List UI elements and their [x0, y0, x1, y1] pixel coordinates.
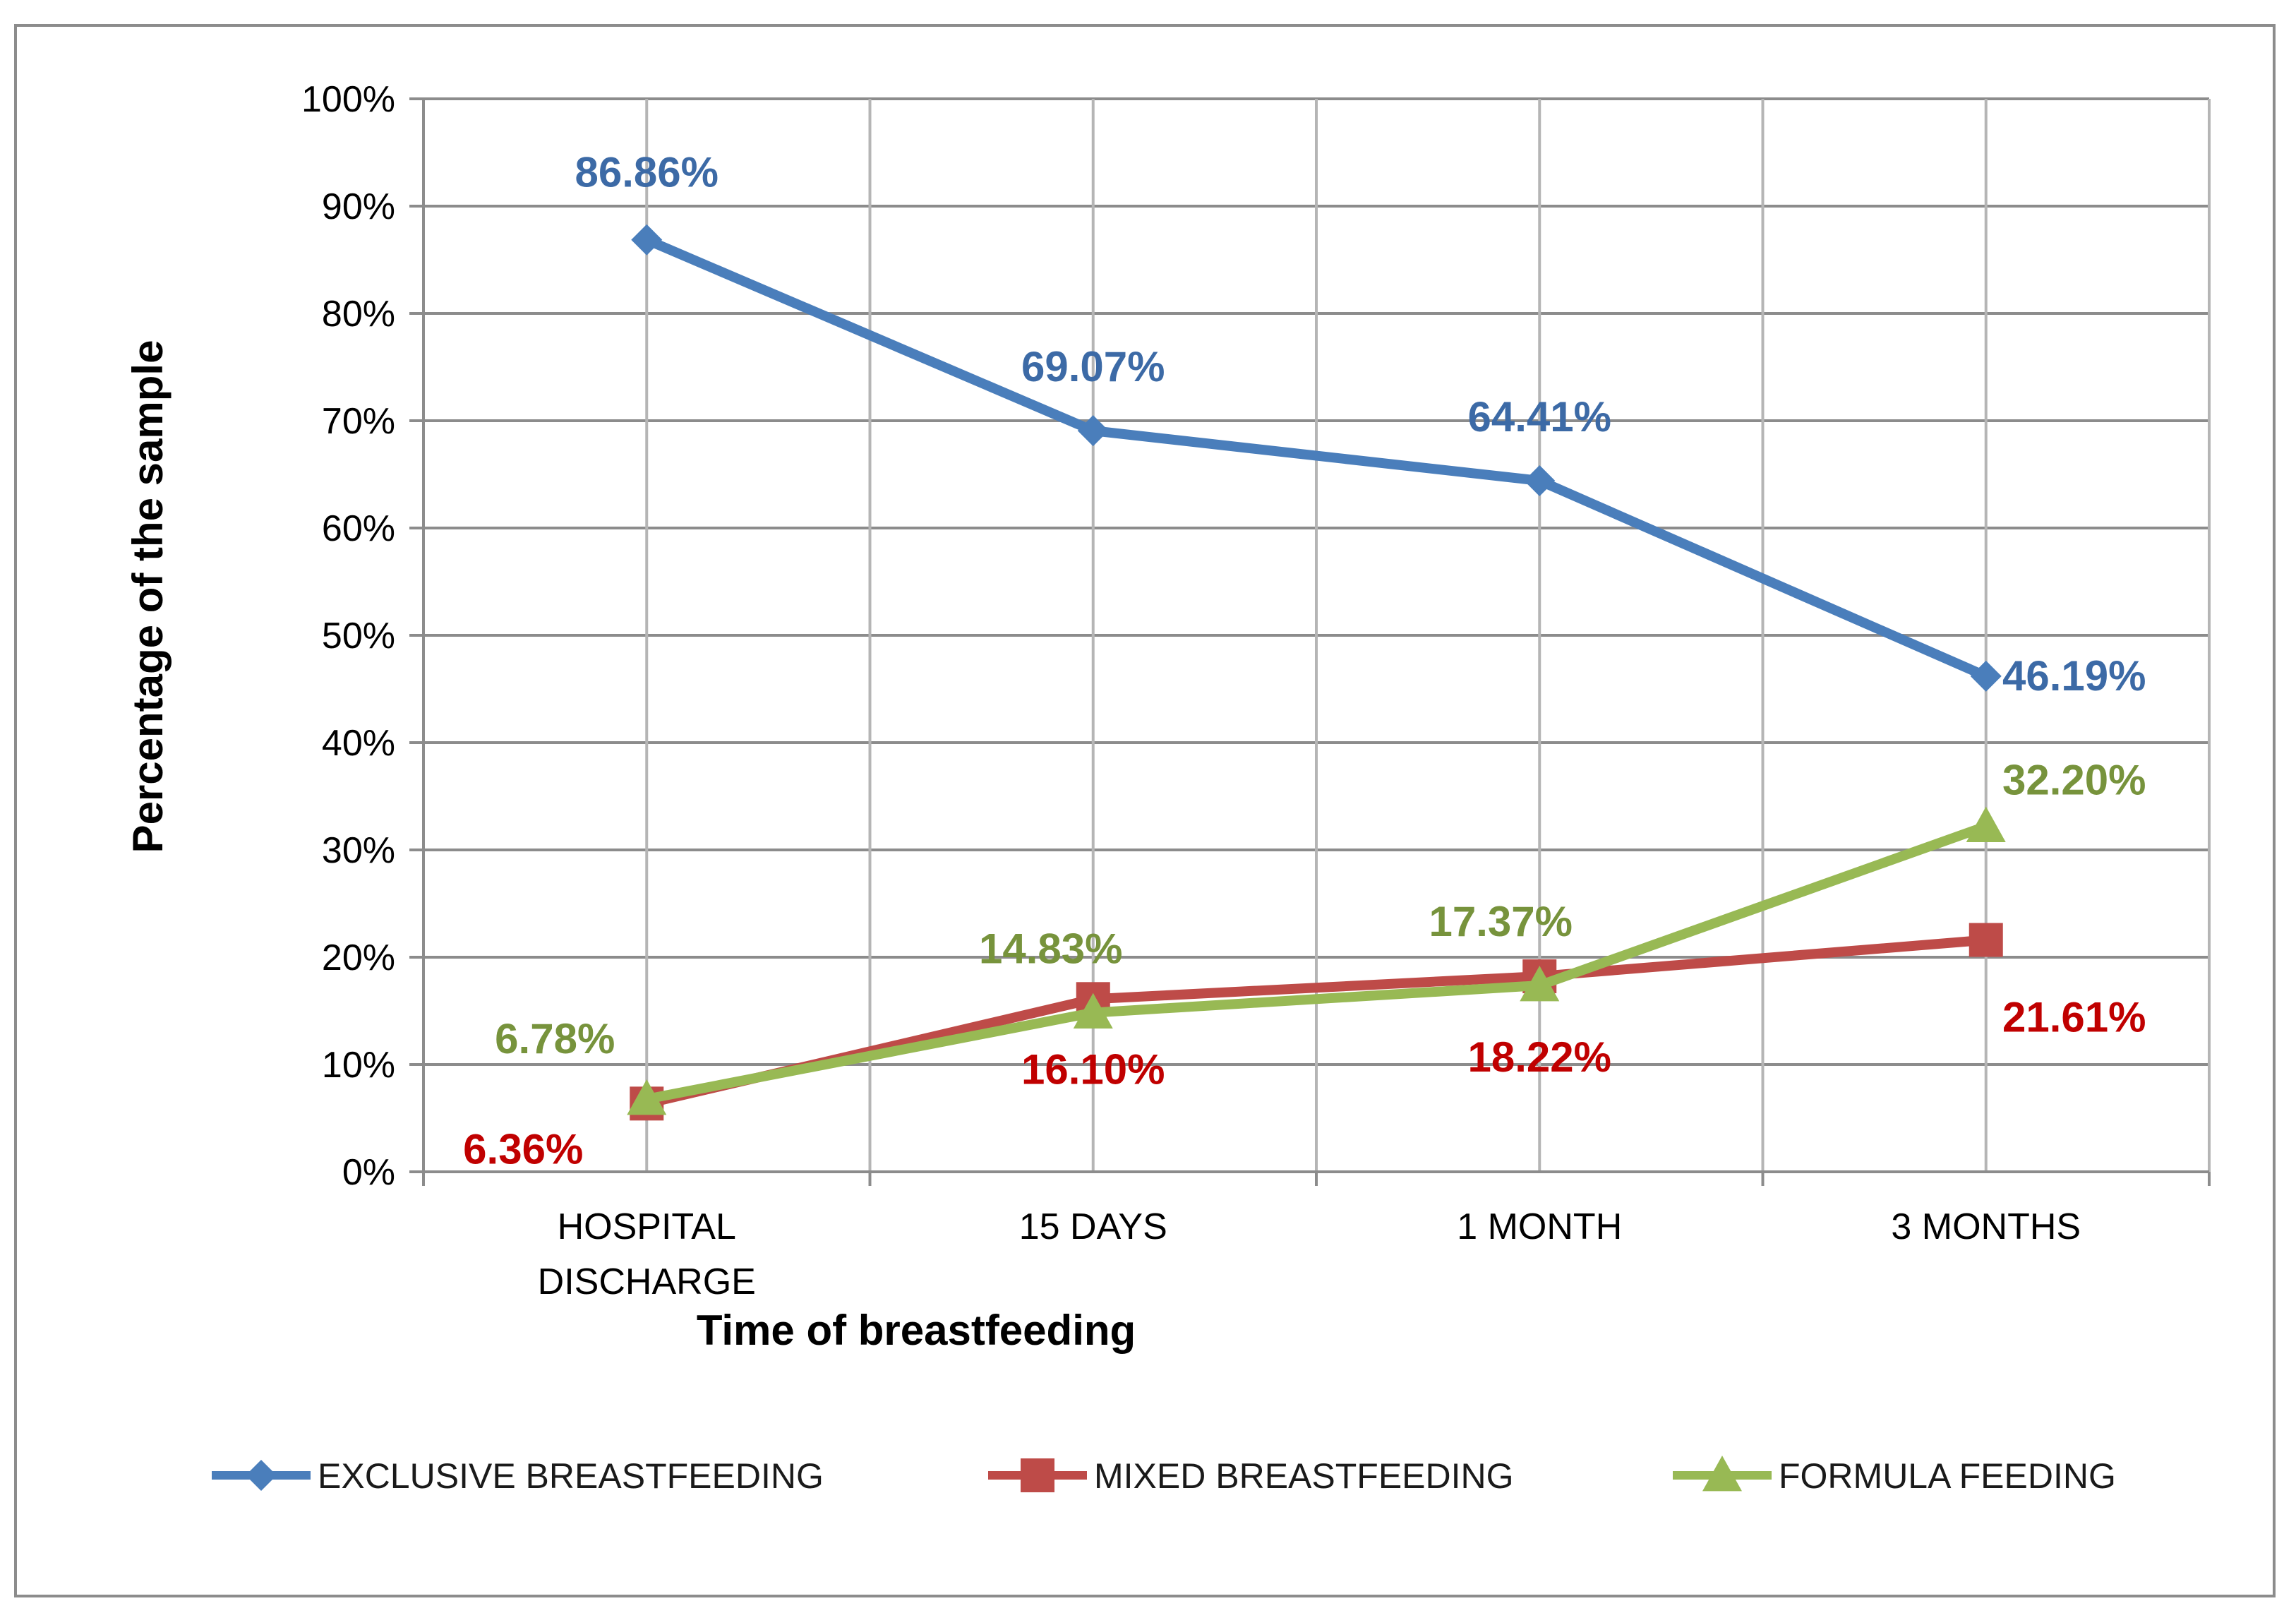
- y-axis-title: Percentage of the sample: [124, 340, 172, 853]
- y-axis-ticks: 0% 10% 20% 30% 40% 50% 60% 70% 80% 90% 100%: [301, 79, 395, 1193]
- x-axis-title: Time of breastfeeding: [697, 1307, 1136, 1354]
- y-tick-label: 90%: [322, 186, 395, 227]
- data-point-diamond: [1077, 415, 1109, 447]
- y-tick-label: 0%: [342, 1152, 395, 1193]
- series: [627, 224, 2006, 1121]
- legend-marker-triangle: [1702, 1456, 1742, 1492]
- data-label: 21.61%: [2002, 994, 2146, 1041]
- x-tick-label: HOSPITAL DISCHARGE: [538, 1206, 756, 1302]
- data-point-square: [1969, 923, 2003, 957]
- series-triangle: [627, 806, 2006, 1115]
- legend: EXCLUSIVE BREASTFEEDING MIXED BREASTFEEDI…: [212, 1456, 2116, 1496]
- legend-entry: EXCLUSIVE BREASTFEEDING: [212, 1456, 824, 1496]
- x-axis-ticks: HOSPITAL DISCHARGE 15 DAYS 1 MONTH 3 MONTHS: [538, 1206, 2081, 1302]
- data-point-triangle: [1520, 965, 1560, 1002]
- data-label: 14.83%: [979, 925, 1123, 973]
- data-point-diamond: [1970, 660, 2002, 692]
- data-label: 46.19%: [2002, 652, 2146, 700]
- data-label: 16.10%: [1021, 1045, 1165, 1093]
- data-label: 86.86%: [575, 149, 719, 196]
- data-label: 17.37%: [1429, 898, 1573, 945]
- y-tick-label: 50%: [322, 616, 395, 656]
- data-label: 69.07%: [1021, 343, 1165, 390]
- y-tick-label: 30%: [322, 830, 395, 871]
- data-point-triangle: [627, 1079, 667, 1115]
- legend-label: MIXED BREASTFEEDING: [1094, 1456, 1514, 1496]
- legend-label: EXCLUSIVE BREASTFEEDING: [318, 1456, 824, 1496]
- x-tick-label: 3 MONTHS: [1891, 1206, 2081, 1247]
- legend-entry: MIXED BREASTFEEDING: [988, 1456, 1514, 1496]
- x-tick-label: 15 DAYS: [1019, 1206, 1167, 1247]
- y-tick-label: 80%: [322, 294, 395, 335]
- y-tick-label: 40%: [322, 723, 395, 764]
- y-tick-label: 70%: [322, 401, 395, 442]
- data-label: 32.20%: [2002, 757, 2146, 804]
- chart-frame: [14, 24, 2276, 1597]
- y-tick-label: 20%: [322, 937, 395, 978]
- data-point-triangle: [1073, 993, 1113, 1029]
- data-label: 6.36%: [463, 1125, 583, 1173]
- y-tick-label: 100%: [301, 79, 395, 120]
- axes: [409, 97, 2211, 1186]
- y-tick-label: 60%: [322, 508, 395, 549]
- series-line: [642, 821, 1991, 1104]
- data-label: 64.41%: [1468, 393, 1612, 440]
- data-point-diamond: [1524, 464, 1556, 496]
- data-point-triangle: [1966, 806, 2006, 842]
- x-tick-label: 1 MONTH: [1457, 1206, 1622, 1247]
- data-label: 6.78%: [495, 1015, 615, 1062]
- data-label: 18.22%: [1468, 1033, 1612, 1081]
- data-point-diamond: [631, 224, 663, 256]
- series-line: [642, 234, 1991, 681]
- legend-marker-diamond: [246, 1460, 277, 1491]
- legend-entry: FORMULA FEEDING: [1673, 1456, 2116, 1496]
- legend-label: FORMULA FEEDING: [1779, 1456, 2116, 1496]
- legend-marker-square: [1021, 1458, 1054, 1492]
- grid: [423, 97, 2211, 1172]
- data-labels: 86.86% 69.07% 64.41% 46.19% 6.36% 16.10% 18.22…: [463, 149, 2146, 1173]
- series-diamond: [631, 224, 2002, 692]
- y-tick-label: 10%: [322, 1045, 395, 1086]
